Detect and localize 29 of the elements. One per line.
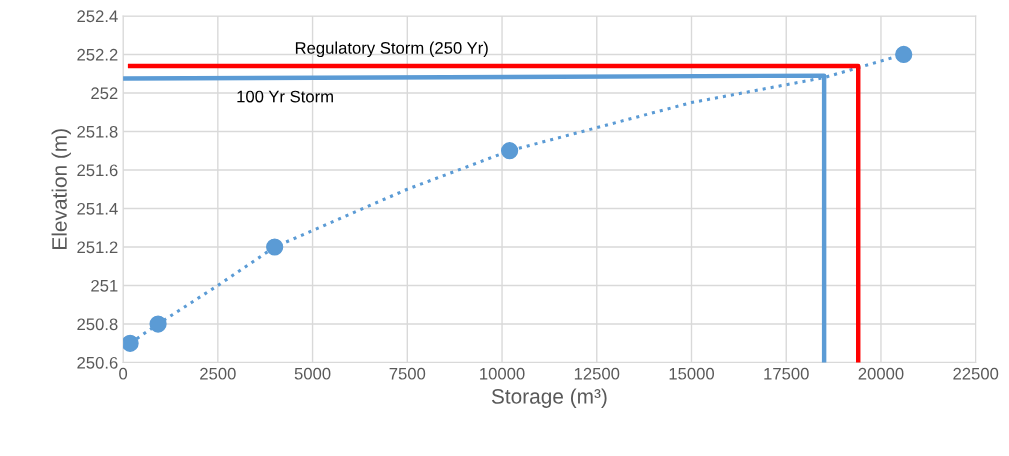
point	[500, 142, 519, 160]
x-axis-title: Storage (m³)	[491, 388, 607, 408]
y-tick-label: 252.2	[77, 48, 118, 61]
x-tick-label: 22500	[953, 367, 999, 380]
point	[149, 315, 167, 333]
y-tick-label: 250.8	[77, 318, 118, 331]
x-tick-label: 5000	[294, 367, 331, 380]
point	[266, 238, 284, 256]
y-tick-label: 251.2	[77, 241, 118, 254]
x-tick-label: 12500	[574, 367, 620, 380]
x-tick-label: 0	[119, 367, 128, 380]
x-tick-label: 17500	[764, 367, 809, 380]
y-tick-label: 252	[91, 87, 118, 100]
x-tick-label: 20000	[858, 367, 904, 380]
y-tick-label: 251.4	[77, 202, 118, 215]
y-tick-label: 251.8	[77, 125, 118, 138]
x-tick-label: 2500	[200, 367, 236, 380]
series-label: Regulatory Storm (250 Yr)	[295, 41, 488, 58]
y-tick-label: 252.4	[77, 10, 118, 23]
x-tick-label: 7500	[389, 367, 426, 380]
y-tick-label: 250.6	[77, 356, 118, 369]
point	[123, 334, 139, 352]
point	[895, 45, 913, 64]
x-tick-label: 10000	[480, 367, 525, 380]
y-tick-label: 251	[91, 279, 118, 292]
y-axis-title: Elevation (m)	[51, 129, 71, 249]
x-tick-label: 15000	[669, 367, 715, 380]
y-tick-label: 251.6	[77, 164, 118, 177]
series-label: 100 Yr Storm	[237, 90, 333, 103]
